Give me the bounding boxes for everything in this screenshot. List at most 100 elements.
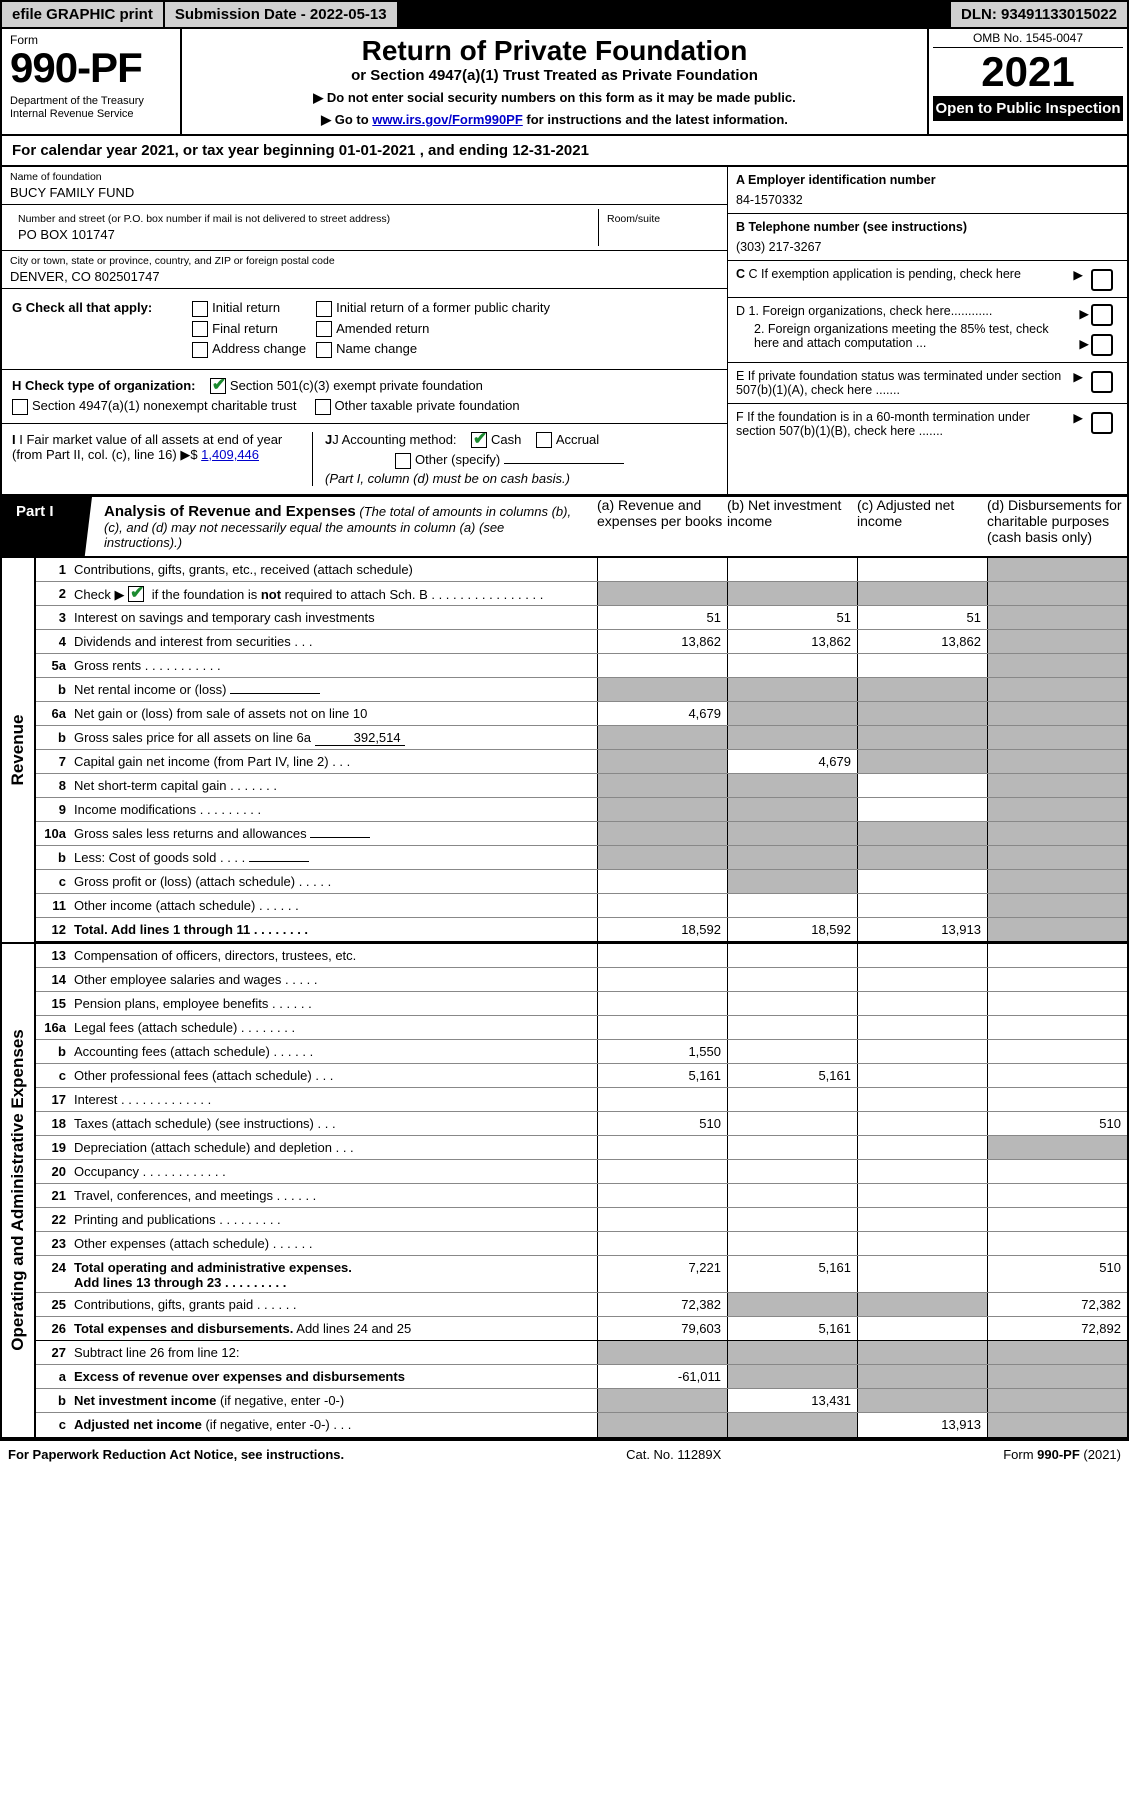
- line-num: c: [36, 1413, 72, 1437]
- l21-c: [857, 1184, 987, 1207]
- entity-left: Name of foundation BUCY FAMILY FUND Numb…: [2, 167, 727, 494]
- line-num: b: [36, 678, 72, 701]
- l6a-c: [857, 702, 987, 725]
- l4-b: 13,862: [727, 630, 857, 653]
- l27a-a: -61,011: [597, 1365, 727, 1388]
- h-4947[interactable]: Section 4947(a)(1) nonexempt charitable …: [12, 398, 296, 413]
- h-501c3[interactable]: Section 501(c)(3) exempt private foundat…: [210, 378, 483, 393]
- l3-a: 51: [597, 606, 727, 629]
- l7-d: [987, 750, 1127, 773]
- l6b-c: [857, 726, 987, 749]
- l3-b: 51: [727, 606, 857, 629]
- part1-header: Part I Analysis of Revenue and Expenses …: [0, 496, 1129, 558]
- l27b-d: [987, 1389, 1127, 1412]
- line-desc: Net investment income (if negative, ente…: [72, 1389, 597, 1412]
- header-note2: ▶ Go to www.irs.gov/Form990PF for instru…: [192, 112, 917, 128]
- line-23: 23Other expenses (attach schedule) . . .…: [36, 1232, 1127, 1256]
- address-cell: Number and street (or P.O. box number if…: [10, 209, 599, 246]
- e-checkbox[interactable]: [1091, 371, 1113, 393]
- l27c-b: [727, 1413, 857, 1437]
- line-num: 18: [36, 1112, 72, 1135]
- l1-b: [727, 558, 857, 581]
- l27-b: [727, 1341, 857, 1364]
- line-desc: Other income (attach schedule) . . . . .…: [72, 894, 597, 917]
- l19-c: [857, 1136, 987, 1159]
- l18-a: 510: [597, 1112, 727, 1135]
- l25-a: 72,382: [597, 1293, 727, 1316]
- g-amended[interactable]: Amended return: [316, 321, 550, 338]
- l11-d: [987, 894, 1127, 917]
- g-name-change[interactable]: Name change: [316, 341, 550, 358]
- l24-d: 510: [987, 1256, 1127, 1292]
- l14-c: [857, 968, 987, 991]
- irs-link[interactable]: www.irs.gov/Form990PF: [372, 112, 523, 127]
- l1-c: [857, 558, 987, 581]
- l2-b: [727, 582, 857, 605]
- l2-a: [597, 582, 727, 605]
- l5a-b: [727, 654, 857, 677]
- city: DENVER, CO 802501747: [10, 267, 719, 284]
- l2-pre: Check ▶: [74, 587, 128, 602]
- l11-c: [857, 894, 987, 917]
- l10a-input[interactable]: [310, 837, 370, 838]
- l20-d: [987, 1160, 1127, 1183]
- part1-title: Analysis of Revenue and Expenses (The to…: [92, 497, 597, 556]
- g-address-change[interactable]: Address change: [192, 341, 306, 358]
- line-num: 23: [36, 1232, 72, 1255]
- g-initial-return[interactable]: Initial return: [192, 300, 306, 317]
- c-label: C If exemption application is pending, c…: [749, 267, 1021, 281]
- d1-checkbox[interactable]: [1091, 304, 1113, 326]
- name-label: Name of foundation: [10, 171, 719, 183]
- form-subtitle: or Section 4947(a)(1) Trust Treated as P…: [192, 67, 917, 84]
- j-cash[interactable]: Cash: [471, 432, 521, 447]
- line-27a: aExcess of revenue over expenses and dis…: [36, 1365, 1127, 1389]
- l16a-a: [597, 1016, 727, 1039]
- line-num: 21: [36, 1184, 72, 1207]
- line-num: a: [36, 1365, 72, 1388]
- line-desc: Net short-term capital gain . . . . . . …: [72, 774, 597, 797]
- topbar-spacer: [399, 2, 949, 27]
- l27-a: [597, 1341, 727, 1364]
- entity-right: A Employer identification number 84-1570…: [727, 167, 1127, 494]
- l15-d: [987, 992, 1127, 1015]
- d2-checkbox[interactable]: [1091, 334, 1113, 356]
- l24-c: [857, 1256, 987, 1292]
- note2-pre: ▶ Go to: [321, 112, 372, 127]
- l16c-a: 5,161: [597, 1064, 727, 1087]
- l10b-input[interactable]: [249, 861, 309, 862]
- line-16b: bAccounting fees (attach schedule) . . .…: [36, 1040, 1127, 1064]
- l5b-b: [727, 678, 857, 701]
- l4-a: 13,862: [597, 630, 727, 653]
- address-row: Number and street (or P.O. box number if…: [2, 205, 727, 251]
- l25-d: 72,382: [987, 1293, 1127, 1316]
- fmv-link[interactable]: 1,409,446: [201, 447, 259, 462]
- address-label: Number and street (or P.O. box number if…: [18, 213, 590, 225]
- f-checkbox[interactable]: [1091, 412, 1113, 434]
- g-initial-former[interactable]: Initial return of a former public charit…: [316, 300, 550, 317]
- line-13: 13Compensation of officers, directors, t…: [36, 944, 1127, 968]
- l17-a: [597, 1088, 727, 1111]
- l2-checkbox[interactable]: [128, 586, 144, 602]
- line-num: 26: [36, 1317, 72, 1340]
- j-other[interactable]: Other (specify): [395, 452, 500, 467]
- part1-title-bold: Analysis of Revenue and Expenses: [104, 503, 356, 520]
- h-other-taxable[interactable]: Other taxable private foundation: [315, 398, 520, 413]
- l13-a: [597, 944, 727, 967]
- expenses-label: Operating and Administrative Expenses: [8, 1030, 28, 1352]
- line-desc: Income modifications . . . . . . . . .: [72, 798, 597, 821]
- phone-cell: B Telephone number (see instructions) (3…: [728, 214, 1127, 261]
- col-b-header: (b) Net investment income: [727, 497, 857, 556]
- line-27: 27Subtract line 26 from line 12:: [36, 1341, 1127, 1365]
- line-desc: Capital gain net income (from Part IV, l…: [72, 750, 597, 773]
- f-cell: F If the foundation is in a 60-month ter…: [728, 404, 1127, 444]
- l18-c: [857, 1112, 987, 1135]
- l20-c: [857, 1160, 987, 1183]
- g-final-return[interactable]: Final return: [192, 321, 306, 338]
- j-accrual[interactable]: Accrual: [536, 432, 599, 447]
- l15-b: [727, 992, 857, 1015]
- line-num: 24: [36, 1256, 72, 1292]
- c-checkbox[interactable]: [1091, 269, 1113, 291]
- line-num: b: [36, 726, 72, 749]
- l5b-input[interactable]: [230, 693, 320, 694]
- header-center: Return of Private Foundation or Section …: [182, 29, 927, 134]
